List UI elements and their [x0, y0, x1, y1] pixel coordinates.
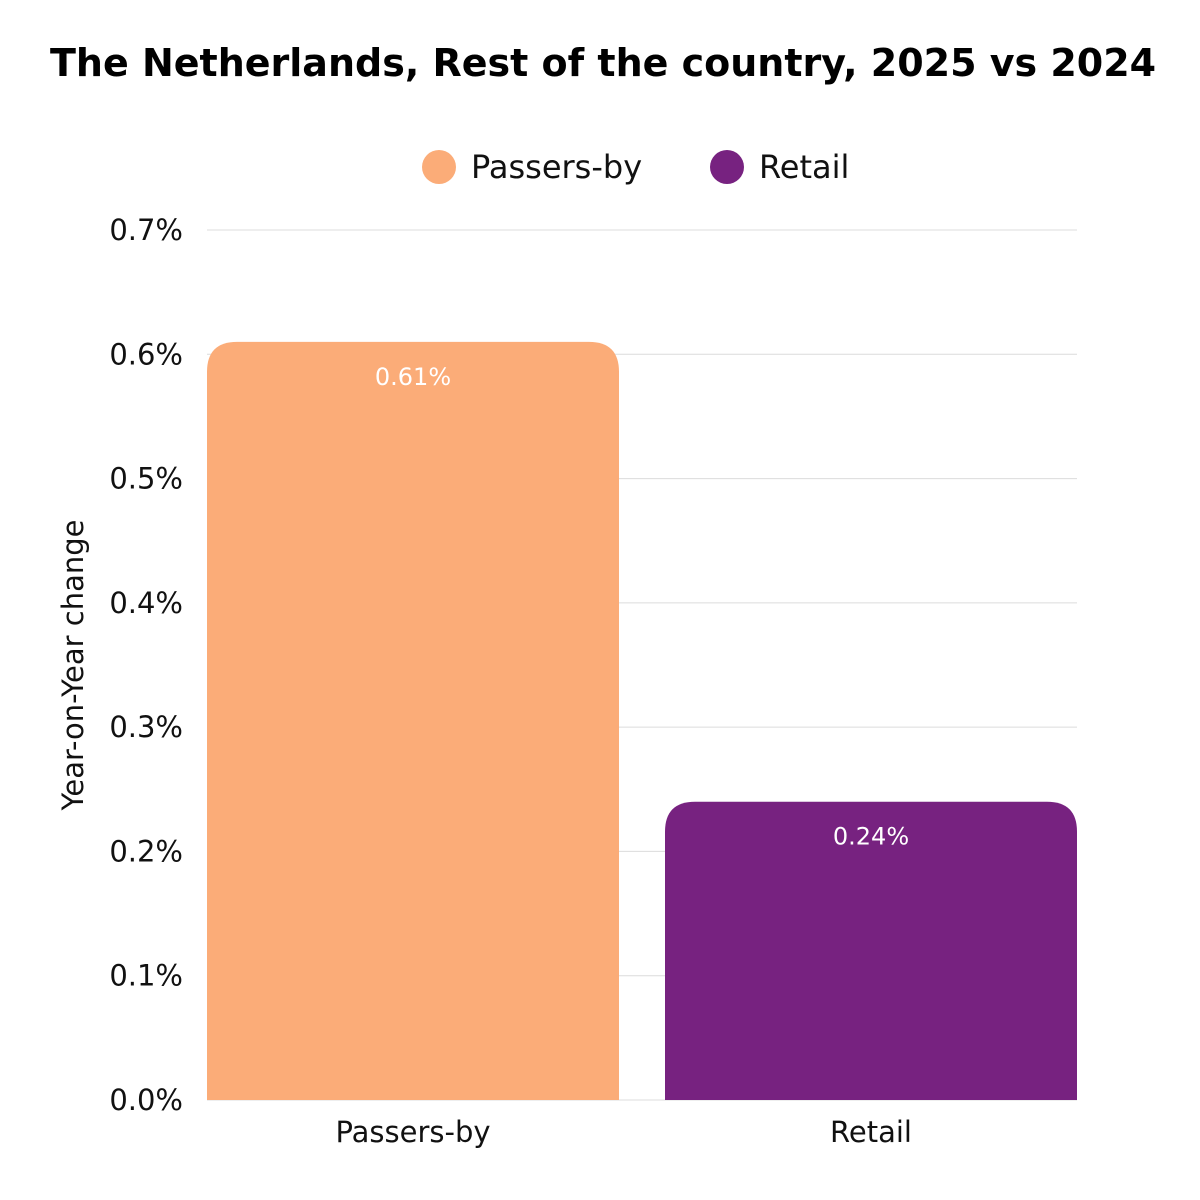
x-axis-ticks: Passers-by Retail	[335, 1115, 912, 1149]
y-axis-ticks: 0.0% 0.1% 0.2% 0.3% 0.4% 0.5% 0.6% 0.7%	[109, 213, 183, 1117]
y-tick-label: 0.7%	[109, 213, 183, 247]
y-tick-label: 0.2%	[109, 834, 183, 868]
y-tick-label: 0.1%	[109, 959, 183, 993]
legend: Passers-by Retail	[422, 148, 849, 186]
y-tick-label: 0.0%	[109, 1083, 183, 1117]
bar-passers-by	[207, 341, 619, 1100]
data-label: 0.61%	[375, 363, 451, 391]
y-tick-label: 0.5%	[109, 462, 183, 496]
x-tick-label: Passers-by	[335, 1115, 490, 1149]
y-tick-label: 0.3%	[109, 710, 183, 744]
bar-retail	[665, 801, 1077, 1100]
legend-swatch-passers-by	[422, 150, 456, 184]
legend-swatch-retail	[710, 150, 744, 184]
legend-label-passers-by: Passers-by	[471, 148, 642, 186]
y-tick-label: 0.4%	[109, 586, 183, 620]
x-tick-label: Retail	[830, 1115, 912, 1149]
y-tick-label: 0.6%	[109, 337, 183, 371]
bars: 0.61% 0.24%	[207, 341, 1077, 1100]
chart-title: The Netherlands, Rest of the country, 20…	[50, 41, 1156, 85]
data-label: 0.24%	[833, 823, 909, 851]
y-axis-label: Year-on-Year change	[56, 519, 90, 811]
legend-label-retail: Retail	[759, 148, 849, 186]
